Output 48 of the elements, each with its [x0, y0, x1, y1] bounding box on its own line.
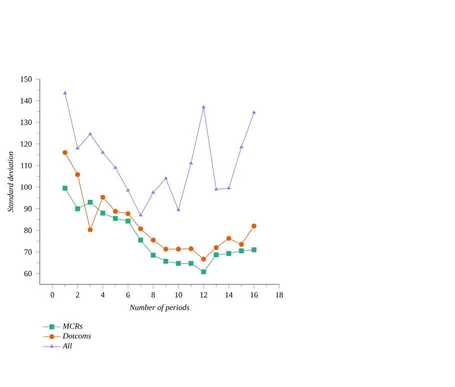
point — [163, 246, 169, 252]
point — [252, 110, 256, 114]
point — [100, 210, 106, 216]
point — [213, 252, 219, 258]
point — [226, 236, 232, 242]
point — [125, 211, 131, 217]
point — [176, 207, 181, 212]
point — [150, 252, 156, 258]
point — [112, 216, 118, 222]
point — [100, 194, 106, 200]
point — [188, 260, 194, 266]
point — [150, 190, 156, 194]
point — [138, 212, 144, 217]
point — [112, 208, 118, 214]
point — [75, 146, 80, 150]
point — [113, 165, 118, 170]
point — [74, 172, 80, 178]
point — [176, 260, 182, 266]
point — [201, 104, 206, 109]
point — [251, 247, 257, 253]
point — [238, 248, 244, 254]
point — [239, 144, 244, 149]
point — [125, 218, 131, 224]
point — [138, 226, 144, 232]
point — [150, 237, 156, 243]
point — [238, 242, 244, 248]
point — [88, 132, 93, 136]
point — [214, 186, 219, 191]
point — [126, 188, 130, 192]
point — [226, 250, 232, 256]
point — [62, 186, 68, 192]
point — [226, 186, 232, 190]
point — [200, 256, 206, 262]
point — [62, 90, 68, 95]
point — [163, 176, 168, 180]
point — [100, 150, 106, 154]
point — [74, 206, 80, 212]
point — [87, 200, 93, 206]
point — [188, 246, 194, 252]
point — [213, 245, 219, 251]
point — [176, 246, 182, 252]
point — [200, 269, 206, 275]
point — [188, 160, 194, 165]
point — [251, 223, 257, 229]
point — [62, 150, 68, 156]
point — [138, 237, 144, 243]
point — [163, 258, 169, 264]
point — [87, 227, 93, 233]
